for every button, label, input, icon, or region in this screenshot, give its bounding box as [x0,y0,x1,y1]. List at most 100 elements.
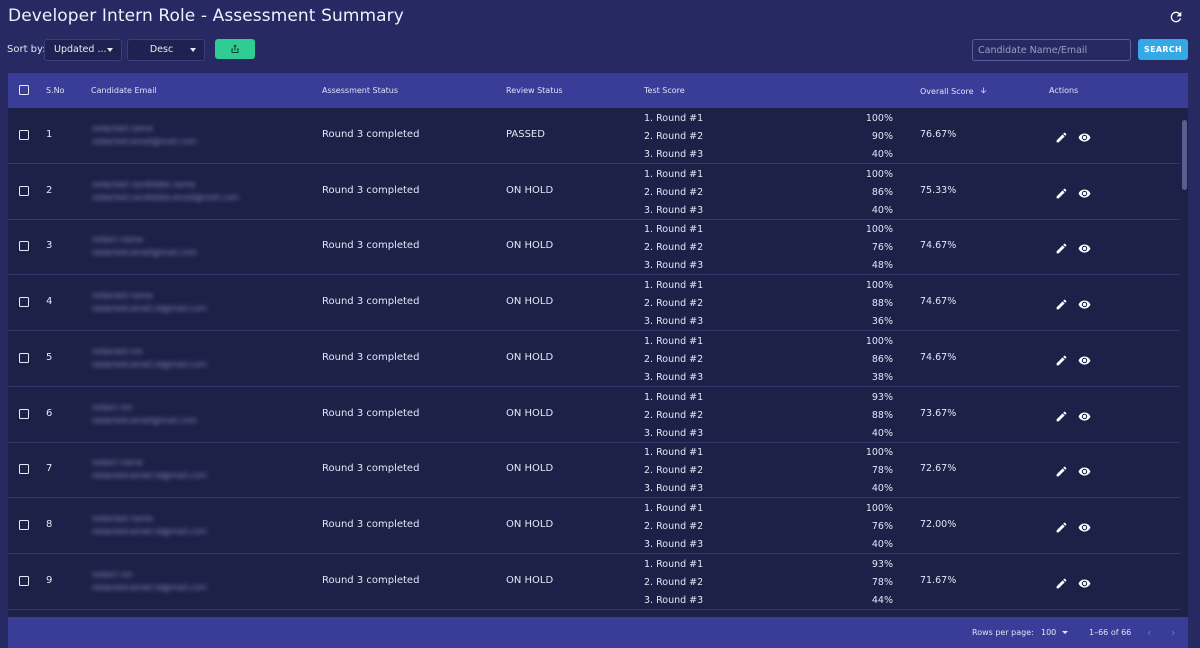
column-header-review-status[interactable]: Review Status [506,86,563,95]
vertical-scrollbar[interactable] [1181,108,1188,617]
column-header-overall-score[interactable]: Overall Score [920,86,988,96]
column-header-assessment-status[interactable]: Assessment Status [322,86,399,95]
overall-score: 71.67% [920,574,957,586]
round-3-score: 48% [871,260,893,272]
assessment-status: Round 3 completed [322,129,420,140]
upload-share-icon [231,44,239,53]
round-2-score: 88% [871,298,893,310]
column-header-actions: Actions [1049,86,1079,95]
overall-score: 72.67% [920,463,957,475]
chevron-down-icon [190,48,196,52]
round-3-score: 38% [871,371,893,383]
overall-score: 75.33% [920,184,957,196]
column-header-email[interactable]: Candidate Email [91,86,157,95]
overall-score: 74.67% [920,351,957,363]
row-checkbox[interactable] [19,297,29,308]
assessment-status: Round 3 completed [322,296,420,308]
round-2-score: 76% [871,242,893,254]
round-1-score: 100% [865,224,893,236]
view-eye-icon[interactable] [1078,575,1091,588]
view-eye-icon[interactable] [1078,240,1091,253]
round-2-score: 78% [871,576,893,588]
refresh-icon[interactable] [1168,9,1184,25]
review-status: ON HOLD [506,518,554,530]
row-checkbox[interactable] [19,519,29,530]
row-checkbox[interactable] [19,464,29,475]
round-2-label: 2. Round #2 [644,131,704,142]
view-eye-icon[interactable] [1078,408,1091,421]
review-status: ON HOLD [506,240,554,252]
arrow-down-icon [980,87,987,94]
round-3-score: 44% [871,594,893,606]
assessment-status: Round 3 completed [322,463,420,475]
round-2-label: 2. Round #2 [644,298,704,310]
scrollbar-thumb[interactable] [1182,120,1187,190]
round-3-score: 40% [871,149,893,160]
sort-order-select[interactable]: Desc [127,39,205,61]
row-checkbox[interactable] [19,408,29,419]
round-1-label: 1. Round #1 [644,502,704,514]
round-2-label: 2. Round #2 [644,520,704,532]
edit-pencil-icon[interactable] [1055,352,1068,366]
edit-pencil-icon[interactable] [1055,240,1068,254]
sort-field-select[interactable]: Updated ... [44,39,122,61]
edit-pencil-icon[interactable] [1055,296,1068,310]
round-1-label: 1. Round #1 [644,168,704,180]
candidate-email-redacted: redacted.email.id@mail.com [92,526,207,536]
edit-pencil-icon[interactable] [1055,408,1068,421]
view-eye-icon[interactable] [1078,296,1091,309]
table-row: 6 redact nm redacted.email@mail.com Round 3… [8,387,1180,443]
chevron-left-icon[interactable]: ‹ [1147,626,1152,639]
round-1-score: 93% [871,558,893,570]
candidate-name-redacted: redact name [92,458,143,468]
round-1-label: 1. Round #1 [644,558,704,570]
round-3-label: 3. Round #3 [644,594,704,606]
round-1-score: 100% [865,280,893,292]
export-button[interactable] [215,39,255,59]
chevron-down-icon [107,48,113,52]
round-2-score: 76% [871,520,893,532]
edit-pencil-icon[interactable] [1055,575,1068,588]
rows-per-page-label: Rows per page: [972,628,1034,637]
review-status: ON HOLD [506,184,554,196]
candidate-search-input[interactable] [972,39,1131,61]
row-sno: 6 [46,407,53,419]
table-header: S.No Candidate Email Assessment Status R… [8,73,1188,108]
rows-per-page-select[interactable]: 100 [1041,628,1069,637]
row-checkbox[interactable] [19,241,29,252]
round-3-label: 3. Round #3 [644,483,704,495]
candidate-name-redacted: redact name [92,235,143,245]
view-eye-icon[interactable] [1078,129,1091,142]
table-row: 4 redacted name redacted.email.id@mail.com… [8,275,1180,332]
search-button[interactable]: SEARCH [1138,39,1188,60]
candidate-email-redacted: redacted.email.id@mail.com [92,471,207,481]
view-eye-icon[interactable] [1078,185,1091,198]
candidate-name-redacted: redacted name [92,291,153,301]
column-header-test-score[interactable]: Test Score [644,86,685,95]
round-2-score: 86% [871,353,893,365]
view-eye-icon[interactable] [1078,352,1091,365]
row-checkbox[interactable] [19,575,29,586]
edit-pencil-icon[interactable] [1055,129,1068,143]
candidate-email-redacted: redacted.email.id@mail.com [92,582,207,592]
candidate-email-redacted: redacted.email@mail.com [92,248,197,258]
view-eye-icon[interactable] [1078,463,1091,476]
chevron-right-icon[interactable]: › [1171,626,1176,639]
row-checkbox[interactable] [19,185,29,196]
column-header-sno[interactable]: S.No [46,86,65,95]
candidate-email: redact nm redacted.email@mail.com [92,401,197,427]
table-row: 3 redact name redacted.email@mail.com Round… [8,219,1180,276]
candidate-email-redacted: redacted.email@mail.com [92,415,197,425]
pagination-range: 1–66 of 66 [1089,628,1132,637]
row-checkbox[interactable] [19,130,29,140]
edit-pencil-icon[interactable] [1055,519,1068,533]
round-2-score: 88% [871,409,893,421]
table-row: 8 redacted name redacted.email.id@mail.com… [8,498,1180,554]
view-eye-icon[interactable] [1078,519,1091,532]
row-checkbox[interactable] [19,352,29,363]
edit-pencil-icon[interactable] [1055,185,1068,199]
row-sno: 9 [46,574,53,586]
candidate-email: redact nm redacted.email.id@mail.com [92,568,207,594]
select-all-checkbox[interactable] [19,85,29,95]
edit-pencil-icon[interactable] [1055,463,1068,477]
